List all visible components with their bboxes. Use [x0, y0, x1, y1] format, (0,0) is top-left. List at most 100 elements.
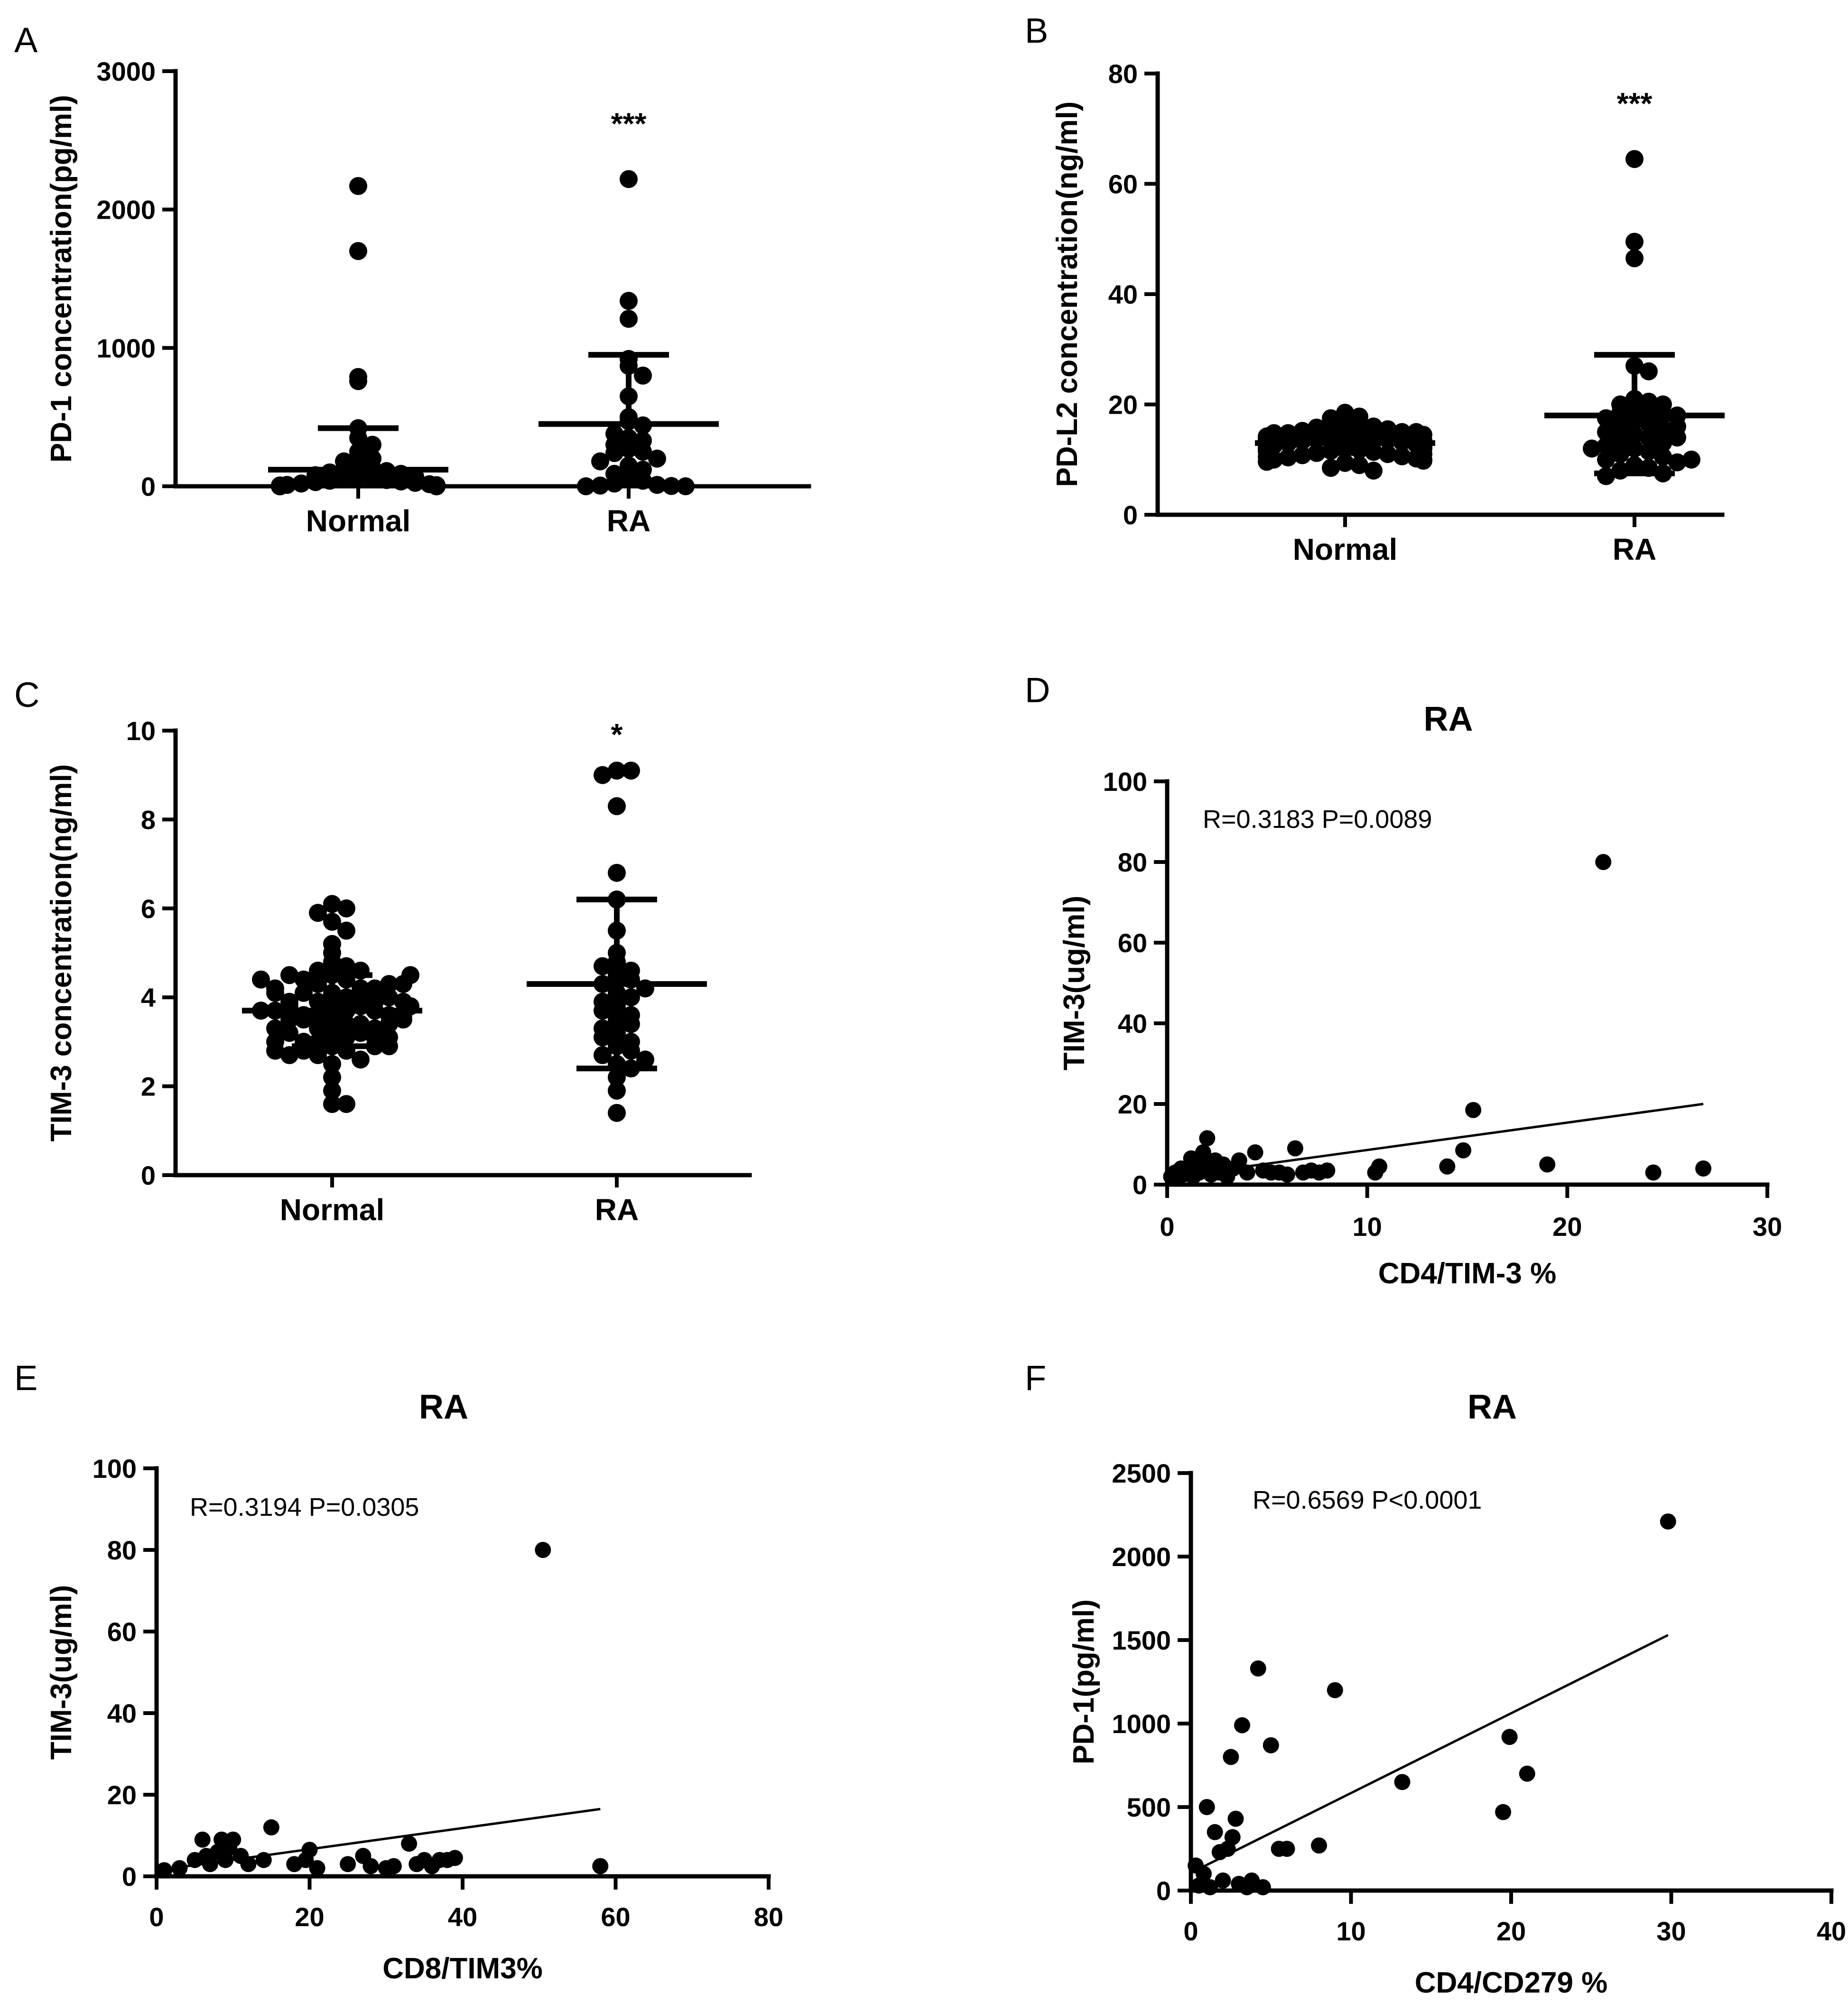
data-point	[309, 1046, 327, 1065]
data-point	[349, 242, 367, 260]
panel-a: A 0 1000 2000 3000 PD-1 concentration(pg/ml) N…	[14, 20, 811, 538]
data-point	[1695, 1160, 1712, 1177]
data-point	[1227, 1810, 1244, 1827]
data-point	[1287, 1140, 1303, 1157]
data-point	[1668, 428, 1686, 447]
data-point	[217, 1852, 234, 1868]
panel-e: E 0 20 40 60 80 100 TIM-3(ug/ml) 0 20 40 60 80 RA R=0.…	[14, 1358, 783, 1985]
data-point	[608, 1081, 626, 1100]
data-point	[1202, 1879, 1218, 1895]
data-point	[309, 904, 327, 922]
data-point	[1501, 1729, 1518, 1745]
data-point	[1336, 454, 1354, 472]
data-point	[271, 477, 289, 495]
x-tick-label: 0	[1183, 1916, 1198, 1946]
y-tick-label: 500	[1127, 1792, 1171, 1822]
data-point	[394, 1011, 412, 1029]
data-point	[1583, 439, 1601, 458]
data-point	[380, 1037, 398, 1056]
data-point	[335, 470, 353, 489]
data-point	[1198, 1799, 1215, 1815]
data-point	[1455, 1142, 1472, 1159]
y-axis-title: TIM-3(ug/ml)	[45, 1585, 78, 1760]
panel-letter: A	[14, 20, 38, 60]
data-point	[1350, 456, 1368, 474]
data-point	[266, 979, 284, 998]
data-point	[337, 899, 355, 918]
data-point	[1327, 1682, 1343, 1698]
x-axis-title: CD4/TIM-3 %	[1378, 1257, 1556, 1290]
data-point	[363, 469, 381, 488]
data-point	[323, 953, 341, 971]
data-point	[363, 436, 381, 454]
category-label: RA	[607, 504, 650, 538]
data-point	[406, 473, 424, 492]
y-tick-label: 0	[122, 1862, 137, 1892]
data-point	[337, 1028, 355, 1047]
y-tick-label: 1000	[96, 333, 156, 363]
y-tick-label: 1000	[1112, 1709, 1171, 1739]
x-tick-label: 60	[601, 1902, 630, 1932]
data-point	[292, 474, 310, 493]
data-point	[1195, 1144, 1211, 1160]
x-tick-label: 10	[1353, 1212, 1382, 1242]
data-point	[171, 1860, 188, 1876]
data-point	[594, 1028, 612, 1047]
data-point	[1239, 1164, 1255, 1181]
data-point	[401, 966, 419, 984]
data-point	[594, 1002, 612, 1020]
data-point	[349, 177, 367, 195]
y-tick-label: 20	[1118, 1089, 1147, 1119]
data-point	[280, 1011, 298, 1029]
data-point	[337, 1095, 355, 1113]
data-point	[1223, 1749, 1239, 1765]
data-point	[1263, 1737, 1279, 1753]
data-point	[1414, 437, 1432, 455]
panel-d: D 0 20 40 60 80 100 TIM-3(ug/ml) 0 10 20 30 RA R=0.31…	[1025, 670, 1782, 1290]
data-point	[263, 1819, 279, 1836]
data-point	[1224, 1829, 1241, 1845]
y-tick-label: 80	[1118, 847, 1147, 877]
y-tick-label: 100	[93, 1454, 137, 1484]
y-axis-title: TIM-3(ug/ml)	[1058, 896, 1091, 1071]
data-point	[608, 1104, 626, 1122]
data-point	[394, 992, 412, 1011]
y-tick-label: 80	[107, 1535, 137, 1565]
data-point	[340, 1856, 356, 1873]
data-point	[1393, 447, 1411, 465]
data-point	[622, 1041, 640, 1060]
y-tick-label: 2000	[1112, 1542, 1171, 1572]
data-point	[634, 366, 652, 385]
panel-b: B 0 20 40 60 80 PD-L2 concentration(ng/ml) Norm…	[1025, 11, 1725, 566]
data-point	[1611, 431, 1629, 450]
data-point	[1215, 1872, 1231, 1889]
data-point	[295, 1011, 313, 1029]
data-point	[323, 895, 341, 913]
y-tick-label: 2500	[1112, 1458, 1171, 1488]
y-axis-title: PD-1(pg/ml)	[1068, 1599, 1100, 1764]
data-point	[594, 1046, 612, 1065]
category-label: RA	[595, 1193, 639, 1227]
data-point	[1660, 1513, 1676, 1530]
data-point	[1668, 453, 1686, 472]
category-label: RA	[1613, 532, 1656, 566]
stats-annotation: R=0.6569 P<0.0001	[1253, 1486, 1482, 1514]
data-point	[608, 761, 626, 780]
data-point	[352, 1050, 370, 1069]
data-point	[1645, 1164, 1662, 1181]
data-point	[1231, 1152, 1247, 1168]
data-point	[202, 1856, 218, 1873]
y-tick-label: 0	[141, 1160, 156, 1190]
data-point	[378, 471, 396, 489]
data-point	[608, 797, 626, 816]
data-point	[648, 476, 666, 494]
x-tick-label: 20	[1552, 1212, 1582, 1242]
y-axis-title: TIM-3 concentration(ng/ml)	[45, 764, 78, 1142]
data-point	[577, 477, 595, 495]
x-tick-label: 20	[295, 1902, 324, 1932]
y-tick-label: 40	[107, 1698, 137, 1728]
y-tick-label: 60	[1118, 928, 1147, 958]
data-point	[1196, 1865, 1212, 1882]
y-tick-label: 60	[1108, 169, 1138, 199]
